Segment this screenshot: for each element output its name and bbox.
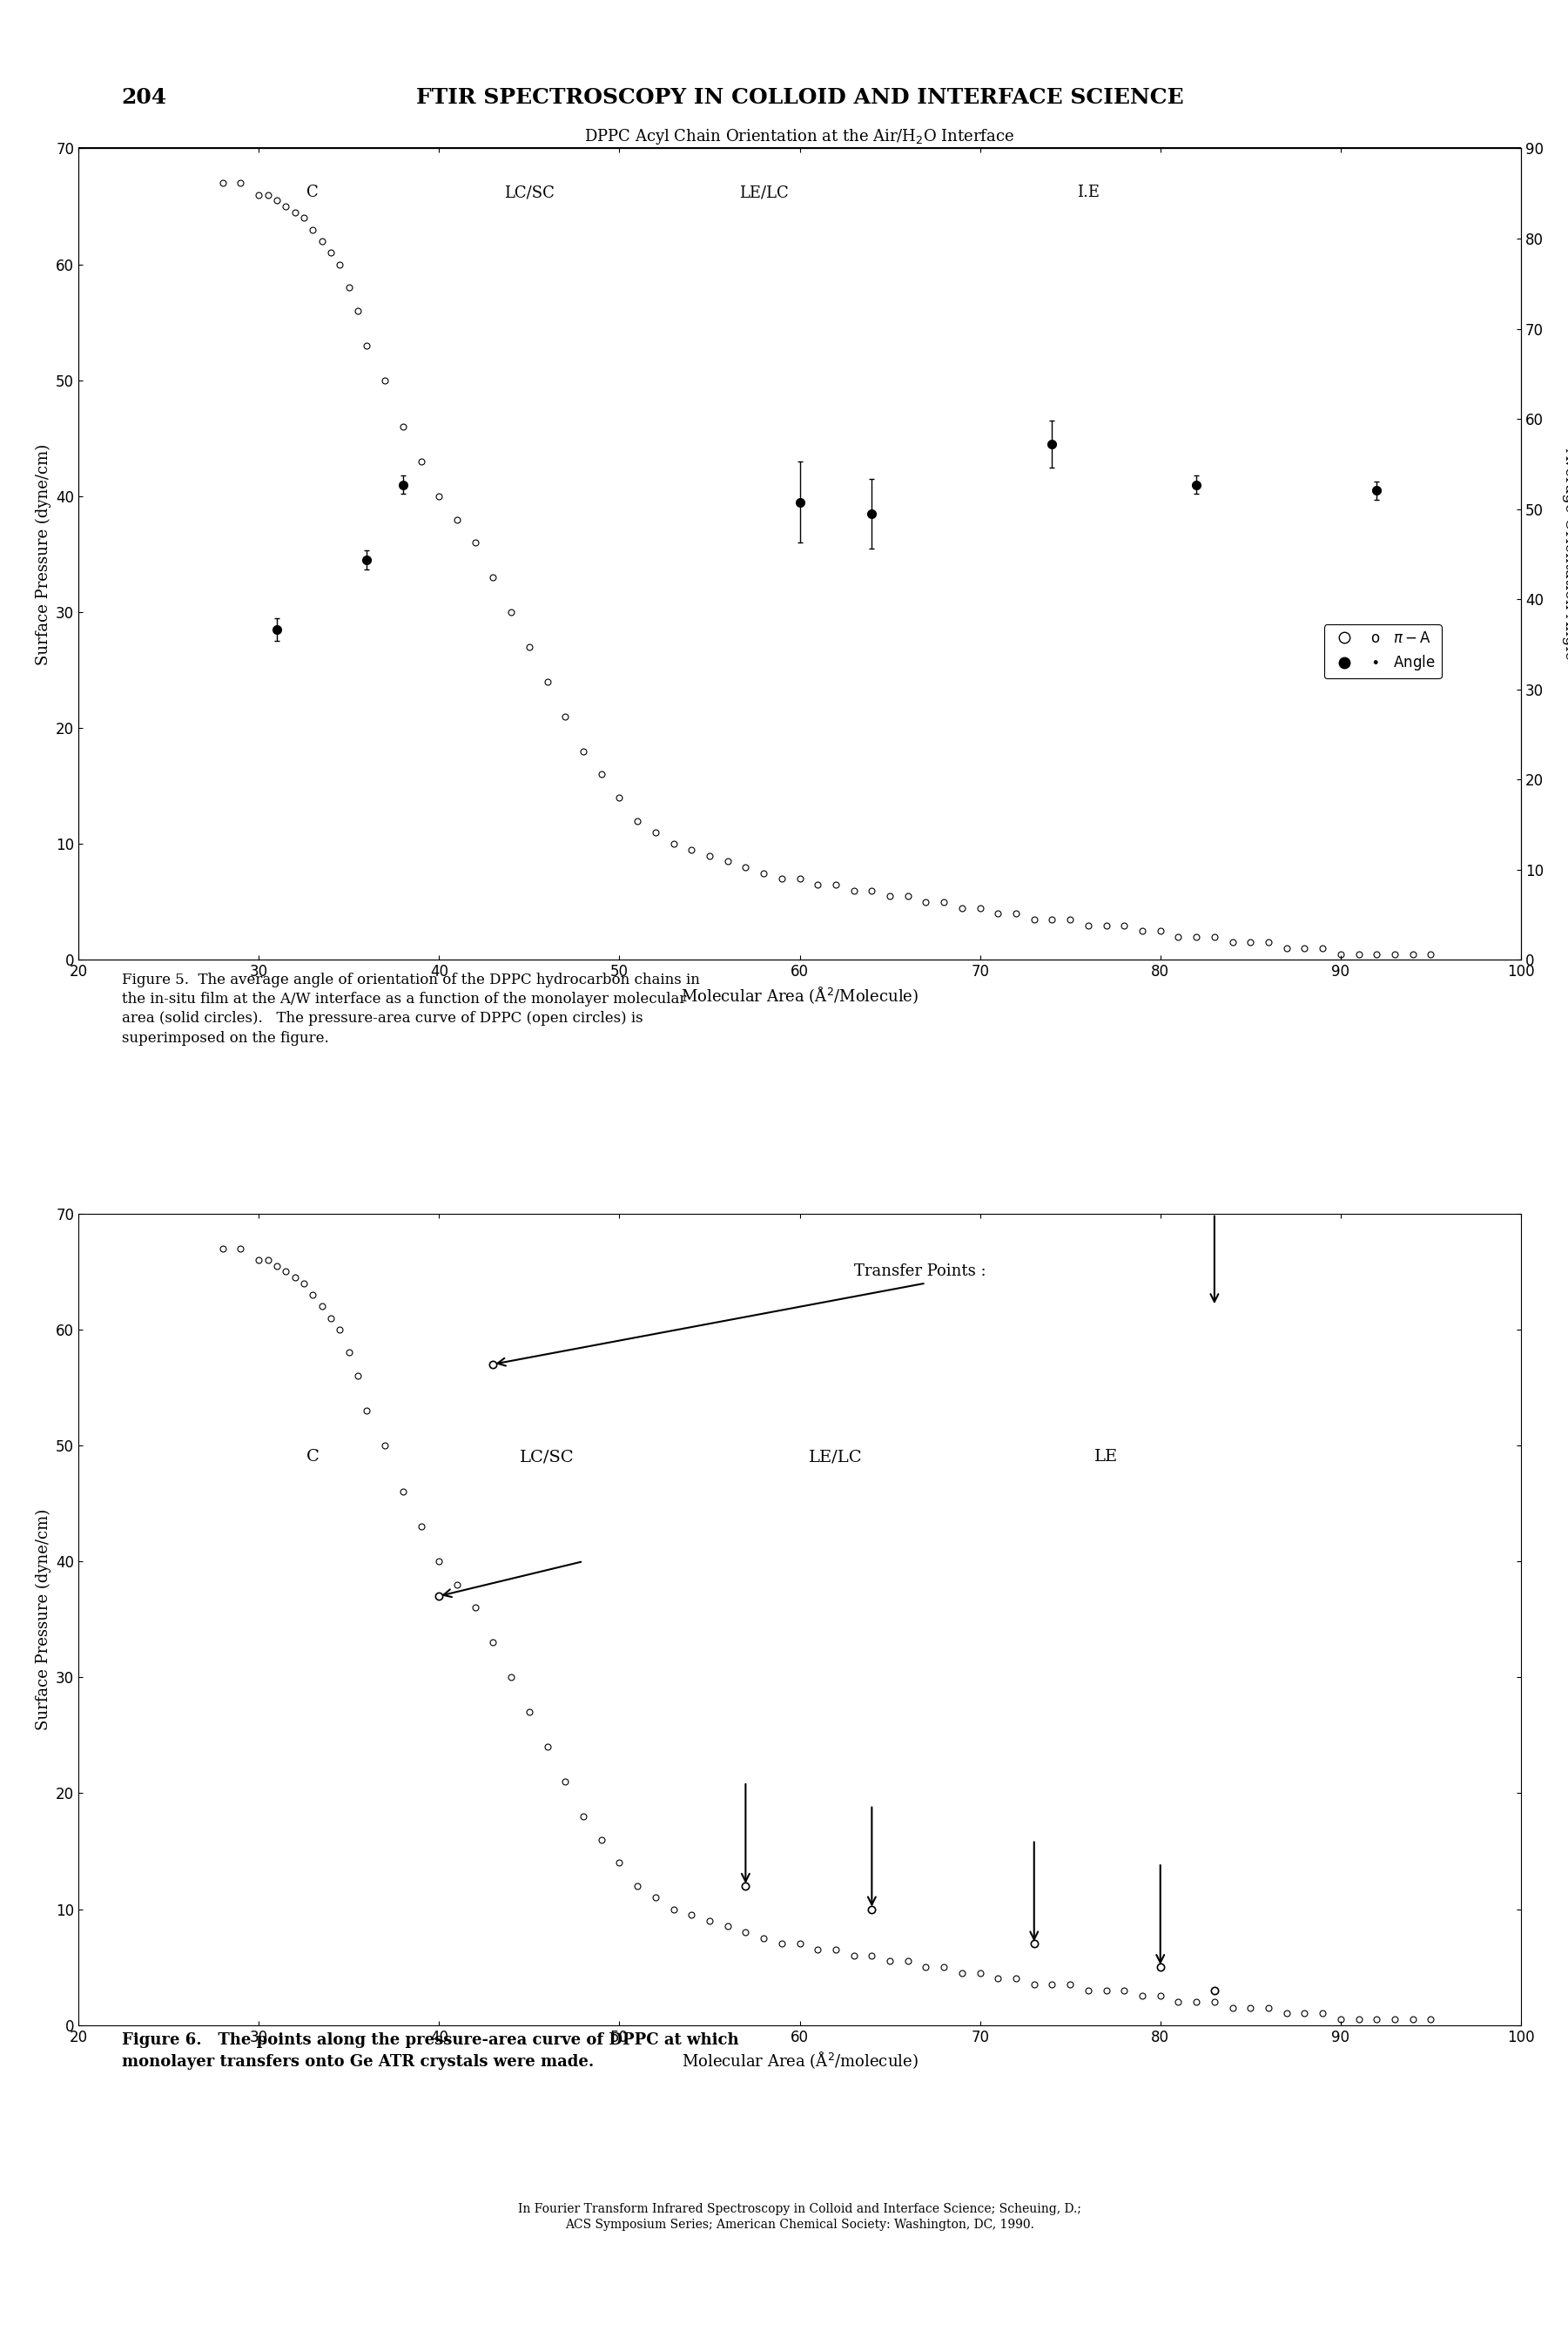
Text: LC/SC: LC/SC <box>503 186 555 200</box>
Text: FTIR SPECTROSCOPY IN COLLOID AND INTERFACE SCIENCE: FTIR SPECTROSCOPY IN COLLOID AND INTERFA… <box>416 87 1184 108</box>
X-axis label: Molecular Area (Å$^2$/molecule): Molecular Area (Å$^2$/molecule) <box>682 2050 917 2071</box>
Text: In Fourier Transform Infrared Spectroscopy in Colloid and Interface Science; Sch: In Fourier Transform Infrared Spectrosco… <box>517 2203 1082 2231</box>
Y-axis label: Surface Pressure (dyne/cm): Surface Pressure (dyne/cm) <box>34 1509 50 1730</box>
Text: LE/LC: LE/LC <box>739 186 789 200</box>
Text: Figure 6.   The points along the pressure-area curve of DPPC at which
monolayer : Figure 6. The points along the pressure-… <box>122 2034 739 2071</box>
Text: C: C <box>306 1448 320 1465</box>
X-axis label: Molecular Area (Å$^2$/Molecule): Molecular Area (Å$^2$/Molecule) <box>681 985 919 1006</box>
Y-axis label: Surface Pressure (dyne/cm): Surface Pressure (dyne/cm) <box>34 444 50 665</box>
Text: 204: 204 <box>122 87 168 108</box>
Text: Transfer Points :: Transfer Points : <box>853 1265 986 1279</box>
Text: LE: LE <box>1094 1448 1118 1465</box>
Legend: o   $\pi-$A, $\bullet$   Angle: o $\pi-$A, $\bullet$ Angle <box>1325 625 1441 679</box>
Text: LE/LC: LE/LC <box>809 1448 862 1465</box>
Text: C: C <box>307 186 318 200</box>
Text: Figure 5.  The average angle of orientation of the DPPC hydrocarbon chains in
th: Figure 5. The average angle of orientati… <box>122 973 699 1046</box>
Y-axis label: Average Orientation Angle: Average Orientation Angle <box>1562 449 1568 661</box>
Text: I.E: I.E <box>1077 186 1099 200</box>
Title: DPPC Acyl Chain Orientation at the Air/H$_2$O Interface: DPPC Acyl Chain Orientation at the Air/H… <box>585 127 1014 146</box>
Text: LC/SC: LC/SC <box>521 1448 574 1465</box>
